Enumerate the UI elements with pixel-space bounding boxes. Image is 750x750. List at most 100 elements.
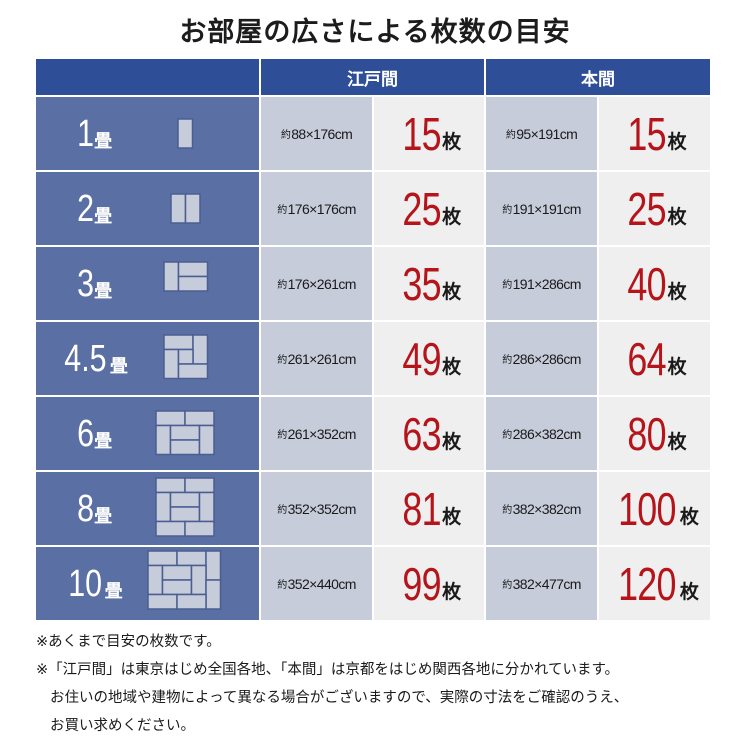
edoma-count-cell: 49 枚 — [374, 322, 484, 395]
approx-label: 約 — [502, 355, 512, 366]
room-size-label: 4.5 畳 — [36, 322, 151, 395]
tatami-layout-icon — [136, 547, 246, 620]
edoma-size-cell: 約 176×261cm — [261, 247, 372, 320]
table-row: 4.5 畳 約 261×261cm 49 枚 約 286×286cm 64 枚 — [36, 322, 710, 395]
note-line-3: お住いの地域や建物によって異なる場合がございますので、実際の寸法をご確認のうえ、 — [50, 690, 629, 706]
room-size-number: 8 — [77, 487, 94, 530]
honma-count-cell: 15 枚 — [599, 97, 710, 170]
approx-label: 約 — [502, 580, 512, 591]
approx-label: 約 — [277, 280, 287, 291]
tatami-layout-icon — [136, 172, 246, 245]
honma-size: 382×477cm — [512, 575, 582, 592]
approx-label: 約 — [277, 580, 287, 591]
jo-unit: 畳 — [94, 281, 113, 302]
tatami-layout-icon — [136, 472, 246, 545]
honma-size: 191×286cm — [512, 275, 582, 292]
approx-label: 約 — [277, 205, 287, 216]
approx-label: 約 — [277, 505, 287, 516]
edoma-count: 49 — [402, 332, 441, 385]
jo-unit: 畳 — [94, 431, 113, 452]
count-unit: 枚 — [679, 506, 699, 528]
count-unit: 枚 — [442, 581, 462, 603]
jo-unit: 畳 — [94, 131, 113, 152]
count-unit: 枚 — [442, 356, 462, 378]
count-unit: 枚 — [667, 281, 687, 303]
honma-size-cell: 約 191×286cm — [486, 247, 597, 320]
edoma-count-cell: 63 枚 — [374, 397, 484, 470]
honma-size: 286×382cm — [512, 425, 582, 442]
honma-count-cell: 80 枚 — [599, 397, 710, 470]
count-unit: 枚 — [667, 431, 687, 453]
count-unit: 枚 — [667, 206, 687, 228]
edoma-count-cell: 25 枚 — [374, 172, 484, 245]
edoma-count-cell: 15 枚 — [374, 97, 484, 170]
room-size-number: 3 — [77, 262, 94, 305]
header-honma: 本間 — [486, 59, 710, 95]
honma-count-cell: 25 枚 — [599, 172, 710, 245]
edoma-size: 176×176cm — [287, 200, 357, 217]
footnotes: ※あくまで目安の枚数です。 ※「江戸間」は東京はじめ全国各地、「本間」は京都をは… — [36, 628, 736, 740]
jo-unit: 畳 — [104, 581, 123, 602]
honma-size: 95×191cm — [516, 125, 578, 142]
edoma-count-cell: 99 枚 — [374, 547, 484, 620]
edoma-size-cell: 約 261×352cm — [261, 397, 372, 470]
jo-unit: 畳 — [94, 506, 113, 527]
edoma-count-cell: 35 枚 — [374, 247, 484, 320]
edoma-size: 352×440cm — [287, 575, 357, 592]
honma-size-cell: 約 191×191cm — [486, 172, 597, 245]
note-line-4: お買い求めください。 — [50, 718, 195, 734]
room-size-label: 10 畳 — [36, 547, 151, 620]
approx-label: 約 — [505, 130, 516, 141]
edoma-size-cell: 約 261×261cm — [261, 322, 372, 395]
honma-count-cell: 120 枚 — [599, 547, 710, 620]
edoma-size: 88×176cm — [291, 125, 353, 142]
honma-count: 15 — [627, 107, 667, 160]
header-blank — [36, 59, 259, 95]
room-size-number: 1 — [77, 112, 94, 155]
approx-label: 約 — [502, 280, 512, 291]
table-row: 10 畳 約 352×440cm 99 枚 約 382×477cm 120 枚 — [36, 547, 710, 620]
honma-size-cell: 約 286×286cm — [486, 322, 597, 395]
note-line-1: ※あくまで目安の枚数です。 — [36, 634, 221, 650]
edoma-size-cell: 約 88×176cm — [261, 97, 372, 170]
count-unit: 枚 — [442, 281, 462, 303]
edoma-count: 35 — [402, 257, 441, 310]
count-unit: 枚 — [442, 131, 462, 153]
edoma-count: 81 — [402, 482, 441, 535]
honma-count: 64 — [627, 332, 667, 385]
approx-label: 約 — [502, 430, 512, 441]
count-unit: 枚 — [442, 206, 462, 228]
room-size-number: 10 — [68, 562, 103, 605]
edoma-size: 352×352cm — [287, 500, 357, 517]
honma-count: 25 — [627, 182, 667, 235]
tatami-layout-icon — [136, 397, 246, 470]
edoma-size: 261×352cm — [287, 425, 357, 442]
honma-size: 382×382cm — [512, 500, 582, 517]
honma-count: 100 — [618, 482, 676, 535]
count-unit: 枚 — [667, 356, 687, 378]
approx-label: 約 — [502, 205, 512, 216]
note-line-2: ※「江戸間」は東京はじめ全国各地、「本間」は京都をはじめ関西各地に分かれています… — [36, 662, 620, 678]
page-title: お部屋の広さによる枚数の目安 — [179, 17, 571, 48]
edoma-size: 261×261cm — [287, 350, 357, 367]
jo-unit: 畳 — [109, 356, 128, 377]
room-size-cell: 10 畳 — [36, 547, 259, 620]
count-unit: 枚 — [667, 131, 687, 153]
approx-label: 約 — [277, 355, 287, 366]
edoma-count: 99 — [402, 557, 441, 610]
edoma-size: 176×261cm — [287, 275, 357, 292]
honma-size-cell: 約 95×191cm — [486, 97, 597, 170]
jo-unit: 畳 — [94, 206, 113, 227]
